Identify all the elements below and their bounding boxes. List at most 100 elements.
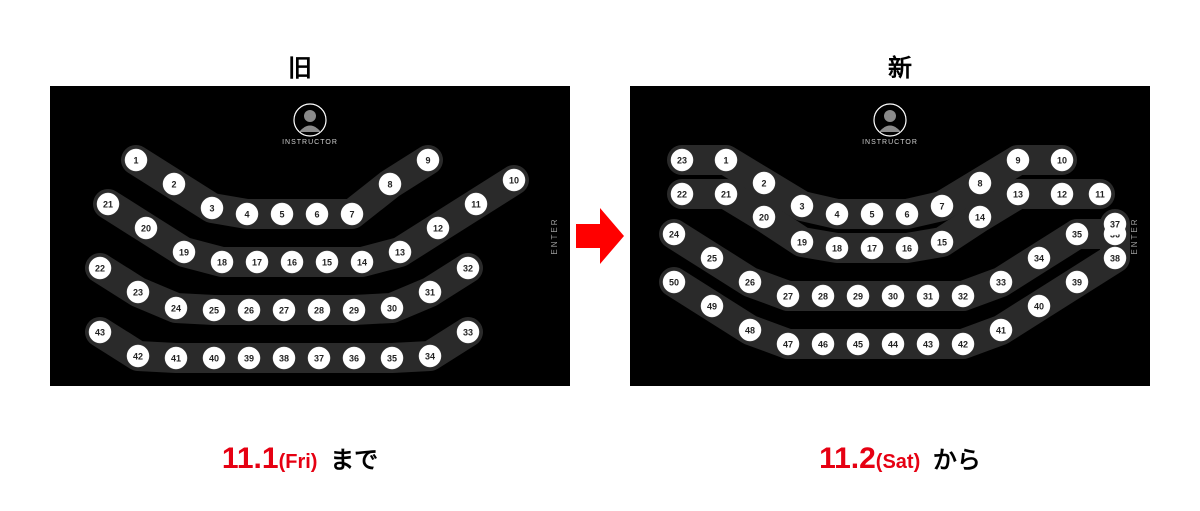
seat[interactable]: 30 [882, 285, 904, 307]
seat[interactable]: 5 [861, 203, 883, 225]
seat[interactable]: 31 [917, 285, 939, 307]
seat[interactable]: 33 [990, 271, 1012, 293]
seat[interactable]: 36 [343, 347, 365, 369]
seat[interactable]: 42 [127, 345, 149, 367]
seat[interactable]: 24 [663, 223, 685, 245]
seat[interactable]: 20 [135, 217, 157, 239]
seat[interactable]: 26 [739, 271, 761, 293]
seat[interactable]: 35 [1066, 223, 1088, 245]
seat[interactable]: 19 [173, 241, 195, 263]
enter-label: ENTER [550, 217, 559, 254]
seat[interactable]: 29 [343, 299, 365, 321]
seat[interactable]: 3 [201, 197, 223, 219]
seat[interactable]: 11 [1089, 183, 1111, 205]
seat[interactable]: 33 [457, 321, 479, 343]
seat[interactable]: 14 [969, 206, 991, 228]
seat[interactable]: 39 [238, 347, 260, 369]
seat[interactable]: 3 [791, 195, 813, 217]
seat[interactable]: 27 [777, 285, 799, 307]
seat[interactable]: 26 [238, 299, 260, 321]
seat[interactable]: 13 [389, 241, 411, 263]
seat[interactable]: 12 [427, 217, 449, 239]
seat[interactable]: 40 [1028, 295, 1050, 317]
seat[interactable]: 49 [701, 295, 723, 317]
seat[interactable]: 9 [417, 149, 439, 171]
seat[interactable]: 43 [89, 321, 111, 343]
seat[interactable]: 4 [236, 203, 258, 225]
seat-number: 17 [252, 258, 262, 268]
seat[interactable]: 1 [125, 149, 147, 171]
seat[interactable]: 29 [847, 285, 869, 307]
seat[interactable]: 10 [503, 169, 525, 191]
seat[interactable]: 47 [777, 333, 799, 355]
seat[interactable]: 7 [931, 195, 953, 217]
seat[interactable]: 12 [1051, 183, 1073, 205]
seat[interactable]: 40 [203, 347, 225, 369]
seat[interactable]: 2 [163, 173, 185, 195]
seat-number: 22 [95, 264, 105, 274]
seat-number: 27 [279, 306, 289, 316]
seat[interactable]: 17 [861, 237, 883, 259]
seat[interactable]: 41 [990, 319, 1012, 341]
seat[interactable]: 32 [457, 257, 479, 279]
seat[interactable]: 22 [671, 183, 693, 205]
seat[interactable]: 15 [931, 231, 953, 253]
seat[interactable]: 30 [381, 297, 403, 319]
seat[interactable]: 41 [165, 347, 187, 369]
seat[interactable]: 38 [273, 347, 295, 369]
seat[interactable]: 21 [97, 193, 119, 215]
seat[interactable]: 2 [753, 172, 775, 194]
seat[interactable]: 6 [896, 203, 918, 225]
instructor-label: INSTRUCTOR [282, 139, 338, 146]
seat-number: 23 [133, 288, 143, 298]
seat[interactable]: 50 [663, 271, 685, 293]
seat[interactable]: 37 [308, 347, 330, 369]
seat[interactable]: 32 [952, 285, 974, 307]
seat[interactable]: 25 [701, 247, 723, 269]
seat[interactable]: 9 [1007, 149, 1029, 171]
right-caption-day: (Sat) [876, 451, 920, 473]
seat[interactable]: 11 [465, 193, 487, 215]
seat[interactable]: 39 [1066, 271, 1088, 293]
seat[interactable]: 20 [753, 206, 775, 228]
seat[interactable]: 38 [1104, 247, 1126, 269]
seat[interactable]: 8 [379, 173, 401, 195]
seat[interactable]: 25 [203, 299, 225, 321]
seat[interactable]: 42 [952, 333, 974, 355]
seat[interactable]: 15 [316, 251, 338, 273]
seat[interactable]: 22 [89, 257, 111, 279]
seat[interactable]: 43 [917, 333, 939, 355]
seat[interactable]: 34 [1028, 247, 1050, 269]
seat[interactable]: 44 [882, 333, 904, 355]
seat[interactable]: 8 [969, 172, 991, 194]
seat[interactable]: 6 [306, 203, 328, 225]
seat[interactable]: 19 [791, 231, 813, 253]
seat[interactable]: 7 [341, 203, 363, 225]
seat[interactable]: 1 [715, 149, 737, 171]
seat[interactable]: 18 [211, 251, 233, 273]
seat[interactable]: 23 [671, 149, 693, 171]
seat[interactable]: 35 [381, 347, 403, 369]
seat[interactable]: 21 [715, 183, 737, 205]
seat[interactable]: 24 [165, 297, 187, 319]
seat[interactable]: 27 [273, 299, 295, 321]
seat[interactable]: 23 [127, 281, 149, 303]
seat[interactable]: 28 [308, 299, 330, 321]
seat[interactable]: 18 [826, 237, 848, 259]
seat[interactable]: 28 [812, 285, 834, 307]
seat[interactable]: 46 [812, 333, 834, 355]
seat[interactable]: 16 [896, 237, 918, 259]
seat[interactable]: 45 [847, 333, 869, 355]
seat[interactable]: 34 [419, 345, 441, 367]
seat[interactable]: 4 [826, 203, 848, 225]
seat[interactable]: 31 [419, 281, 441, 303]
seat[interactable]: 37 [1104, 213, 1126, 235]
seat[interactable]: 17 [246, 251, 268, 273]
seat[interactable]: 5 [271, 203, 293, 225]
seat-number: 6 [904, 210, 909, 220]
seat[interactable]: 16 [281, 251, 303, 273]
seat[interactable]: 13 [1007, 183, 1029, 205]
seat[interactable]: 48 [739, 319, 761, 341]
seat[interactable]: 14 [351, 251, 373, 273]
seat[interactable]: 10 [1051, 149, 1073, 171]
